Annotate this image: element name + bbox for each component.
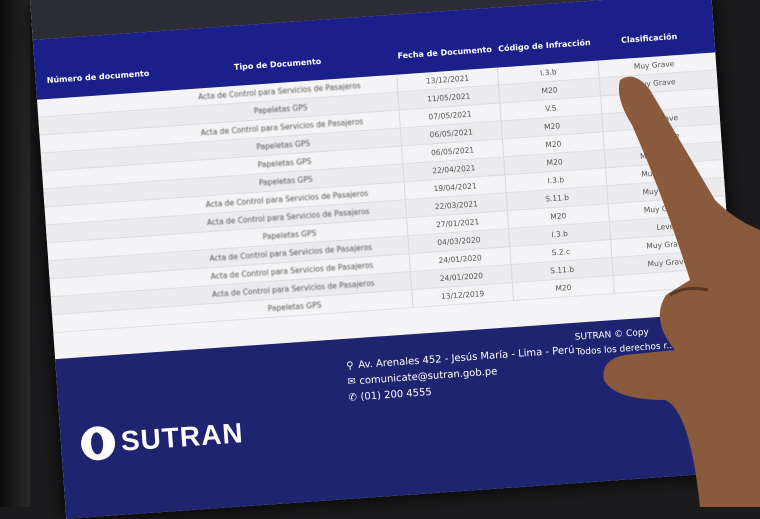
pointing-hand xyxy=(603,76,760,507)
doc-number xyxy=(40,135,165,144)
phone-icon: ✆ xyxy=(348,392,358,404)
doc-number xyxy=(45,207,170,216)
doc-number xyxy=(46,225,171,234)
contact-info: ⚲ Av. Arenales 452 - Jesús María - Lima -… xyxy=(346,343,578,407)
header-fecha: Fecha de Documento xyxy=(397,44,493,61)
doc-number xyxy=(41,153,166,162)
doc-number xyxy=(48,243,173,252)
phone: (01) 200 4555 xyxy=(360,386,433,403)
location-pin-icon: ⚲ xyxy=(345,360,355,372)
doc-number xyxy=(53,315,178,324)
sutran-logo-icon xyxy=(79,425,117,462)
doc-number xyxy=(39,117,164,126)
logo-text: SUTRAN xyxy=(119,417,245,457)
header-tipo: Tipo de Documento xyxy=(233,56,322,72)
sutran-logo: SUTRAN xyxy=(79,416,245,462)
monitor-bezel xyxy=(0,0,30,507)
header-codigo: Código de Infracción xyxy=(497,38,591,54)
doc-number xyxy=(44,189,169,198)
email-icon: ✉ xyxy=(347,376,357,388)
doc-number xyxy=(51,297,176,306)
doc-number xyxy=(50,279,175,288)
header-numero: Número de documento xyxy=(46,68,150,86)
doc-number xyxy=(43,171,168,180)
doc-number xyxy=(38,100,163,109)
header-clasificacion: Clasificación xyxy=(620,31,678,45)
doc-number xyxy=(49,261,174,270)
